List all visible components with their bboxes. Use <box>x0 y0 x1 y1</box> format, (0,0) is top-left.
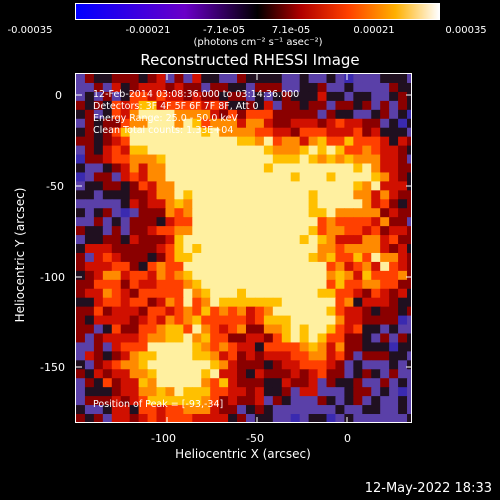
colorbar-units: (photons cm⁻² s⁻¹ asec⁻²) <box>193 37 323 48</box>
peak-position: Position of Peak = [-93,-34] <box>93 399 224 410</box>
plot-title: Reconstructed RHESSI Image <box>140 51 360 69</box>
info-total-counts: Clean Total counts: 1.33E+04 <box>93 125 234 136</box>
x-axis-title: Heliocentric X (arcsec) <box>175 447 311 461</box>
x-tick-label: -100 <box>151 432 176 445</box>
y-tick-label: -150 <box>40 361 65 374</box>
colorbar-tick-label: 7.1e-05 <box>271 25 311 36</box>
x-tick-label: 0 <box>344 432 351 445</box>
timestamp: 12-May-2022 18:33 <box>364 481 492 496</box>
info-detectors: Detectors: 3F 4F 5F 6F 7F 8F, Att 0 <box>93 101 259 112</box>
info-time-range: 12-Feb-2014 03:08:36.000 to 03:14:36.000 <box>93 89 300 100</box>
colorbar-tick-label: 0.00035 <box>445 25 487 36</box>
colorbar-tick-label: -7.1e-05 <box>203 25 245 36</box>
x-tick-label: -50 <box>246 432 264 445</box>
y-tick-label: -50 <box>46 180 64 193</box>
colorbar-tick-label: -0.00035 <box>7 25 53 36</box>
colorbar <box>75 3 440 20</box>
y-tick-label: 0 <box>55 89 62 102</box>
colorbar-tick-label: -0.00021 <box>125 25 171 36</box>
colorbar-tick-label: 0.00021 <box>353 25 395 36</box>
info-energy-range: Energy Range: 25.0 - 50.0 keV <box>93 113 238 124</box>
y-tick-label: -100 <box>40 271 65 284</box>
heatmap-image <box>76 74 411 422</box>
solar-image-plot <box>75 73 412 423</box>
